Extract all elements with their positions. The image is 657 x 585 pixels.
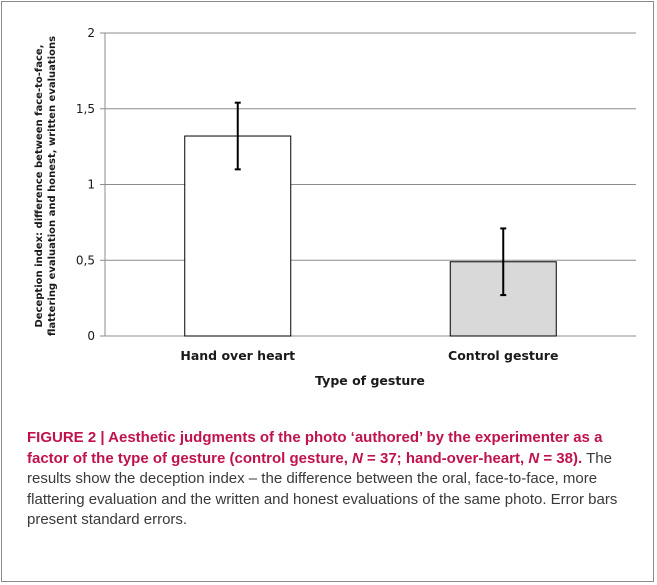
x-axis-title: Type of gesture: [315, 373, 425, 388]
y-axis-title-line-2: flattering evaluation and honest, writte…: [47, 36, 58, 336]
bar-chart: 0 0,5 1 1,5 2 Hand over heart Control gesture…: [34, 26, 636, 388]
y-tick-label: 0,5: [76, 253, 95, 267]
y-axis-title: Deception index: difference between face…: [34, 36, 58, 336]
error-bars: [234, 101, 507, 297]
y-tick-labels: 0 0,5 1 1,5 2: [76, 26, 95, 343]
category-label: Hand over heart: [180, 348, 295, 363]
y-axis-title-line-1: Deception index: difference between face…: [34, 44, 45, 327]
caption-title: FIGURE 2 | Aesthetic judgments of the ph…: [27, 429, 603, 467]
category-label: Control gesture: [448, 348, 558, 363]
category-labels: Hand over heart Control gesture: [180, 348, 558, 363]
figure-caption: FIGURE 2 | Aesthetic judgments of the ph…: [27, 428, 639, 531]
y-tick-label: 1: [87, 178, 95, 192]
y-tick-label: 0: [87, 329, 95, 343]
bars: [184, 135, 557, 337]
caption-description: The results show the deception index – t…: [27, 449, 618, 529]
y-tick-label: 2: [87, 26, 95, 40]
y-tick-label: 1,5: [76, 102, 95, 116]
